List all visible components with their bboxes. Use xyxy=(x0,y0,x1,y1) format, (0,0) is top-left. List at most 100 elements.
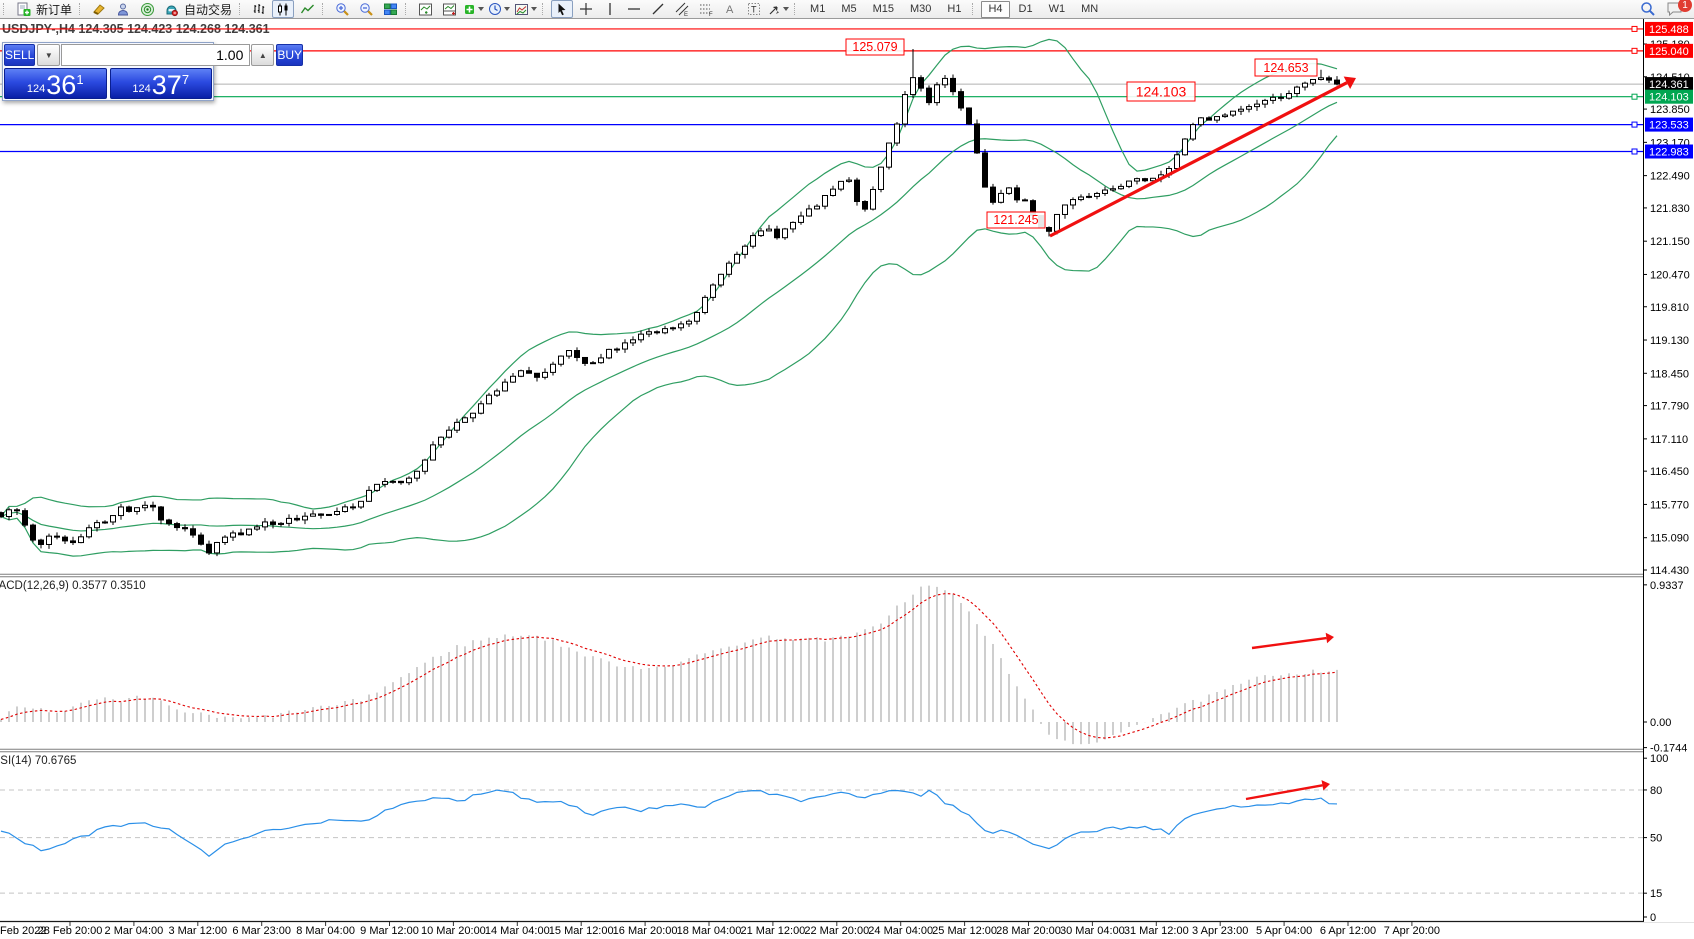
cursor-button[interactable] xyxy=(551,0,574,18)
sell-price-sup: 1 xyxy=(76,72,84,87)
templates-menu-button[interactable] xyxy=(513,0,538,18)
toolbar-grip xyxy=(405,3,410,15)
bar-chart-button[interactable] xyxy=(248,0,270,18)
volume-input[interactable] xyxy=(61,44,251,66)
zoom-in-icon xyxy=(335,2,349,16)
candlestick-chart-button[interactable] xyxy=(272,0,295,18)
time-axis-label: 15 Mar 12:00 xyxy=(549,925,614,937)
chevron-down-icon xyxy=(504,7,511,11)
notifications-button[interactable]: 1 xyxy=(1666,0,1692,17)
autotrade-button[interactable] xyxy=(160,0,182,18)
tile-windows-icon xyxy=(383,3,397,15)
rsi-scale-label: 80 xyxy=(1650,785,1662,797)
price-axis-label-box xyxy=(1645,144,1693,159)
toolbar-group-zoom xyxy=(330,0,402,18)
price-tick-label: 117.790 xyxy=(1650,401,1689,413)
timeframe-button-w1[interactable]: W1 xyxy=(1048,2,1066,15)
price-tick-label: 120.470 xyxy=(1650,269,1690,281)
timeframe-button-m5[interactable]: M5 xyxy=(841,2,857,15)
zoom-out-button[interactable] xyxy=(355,0,377,18)
text-label-button[interactable]: T xyxy=(743,0,765,18)
horizontal-line-icon xyxy=(628,8,641,10)
new-order-label[interactable]: 新订单 xyxy=(36,2,73,17)
toolbar-group-timeframes: M1 M5 M15 M30 H1 H4 D1 W1 MN xyxy=(802,0,1106,18)
trend-arrows[interactable] xyxy=(1049,76,1356,801)
timeframe-button-h1[interactable]: H1 xyxy=(947,2,962,15)
periods-menu-button[interactable] xyxy=(487,0,511,18)
timeframe-button-m15[interactable]: M15 xyxy=(872,2,894,15)
broom-button[interactable] xyxy=(88,0,110,18)
indicator-window-add-icon xyxy=(442,3,456,15)
sell-price-panel[interactable]: 124 36 1 xyxy=(4,68,107,99)
time-axis-label: 10 Mar 20:00 xyxy=(421,925,486,937)
autotrade-label[interactable]: 自动交易 xyxy=(184,2,233,17)
time-axis-label: 8 Mar 04:00 xyxy=(296,925,355,937)
text-button[interactable]: A xyxy=(719,0,741,18)
price-axis-label: 124.103 xyxy=(1649,92,1689,104)
indicator-window-add-button[interactable] xyxy=(438,0,460,18)
tile-windows-button[interactable] xyxy=(379,0,401,18)
zoom-in-button[interactable] xyxy=(331,0,353,18)
macd-label: MACD(12,26,9) 0.3577 0.3510 xyxy=(0,580,146,592)
toolbar-grip xyxy=(322,3,327,15)
equidistant-channel-button[interactable]: E xyxy=(671,0,693,18)
volume-increase-button[interactable]: ▲ xyxy=(251,44,275,66)
time-axis-label: 25 Mar 12:00 xyxy=(932,925,997,937)
rsi-scale-label: 100 xyxy=(1650,753,1668,765)
price-axis-label: 125.040 xyxy=(1649,46,1689,58)
price-annotations[interactable]: 125.079 124.103 124.653 121.245 xyxy=(845,38,1318,229)
add-indicator-menu-button[interactable] xyxy=(462,0,485,18)
rsi-panel[interactable] xyxy=(0,789,1643,894)
indicator-window-icon xyxy=(418,3,432,15)
line-chart-button[interactable] xyxy=(296,0,318,18)
horizontal-line-button[interactable] xyxy=(623,0,645,18)
timeframe-button-h4[interactable]: H4 xyxy=(981,0,1010,18)
annotation-text: 124.103 xyxy=(1136,84,1187,100)
rsi-label: RSI(14) 70.6765 xyxy=(0,755,76,767)
sell-price-big: 36 xyxy=(46,70,77,99)
toolbar-grip xyxy=(794,3,799,15)
signal-button[interactable] xyxy=(136,0,158,18)
panel-separators[interactable] xyxy=(0,18,1694,923)
indicator-window-button[interactable] xyxy=(414,0,436,18)
macd-panel[interactable] xyxy=(0,585,1338,745)
price-axis[interactable]: 125.180124.510123.850123.170122.490121.8… xyxy=(1643,18,1694,924)
macd-scale-label: 0.9337 xyxy=(1650,580,1684,592)
time-axis-label: Feb 2022 xyxy=(0,925,46,937)
time-axis-label: 16 Mar 20:00 xyxy=(613,925,678,937)
timeframe-button-d1[interactable]: D1 xyxy=(1018,2,1033,15)
arrows-icon xyxy=(769,5,780,14)
crosshair-button[interactable] xyxy=(575,0,597,18)
macd-scale-label: -0.1744 xyxy=(1650,743,1687,755)
timeframe-button-m30[interactable]: M30 xyxy=(910,2,932,15)
timeframe-button-mn[interactable]: MN xyxy=(1081,2,1099,15)
time-axis-label: 3 Mar 12:00 xyxy=(168,925,227,937)
time-axis-label: 7 Apr 20:00 xyxy=(1384,925,1440,937)
macd-scale-label: 0.00 xyxy=(1650,717,1671,729)
timeframe-button-m1[interactable]: M1 xyxy=(810,2,826,15)
time-axis-label: 3 Apr 23:00 xyxy=(1192,925,1248,937)
arrows-menu-button[interactable] xyxy=(767,0,790,18)
trendline-button[interactable] xyxy=(647,0,669,18)
candles-layer xyxy=(0,48,1340,557)
price-axis-label: 124.361 xyxy=(1649,79,1689,91)
search-icon[interactable] xyxy=(1640,1,1656,17)
crosshair-icon xyxy=(580,3,593,15)
vertical-line-button[interactable] xyxy=(599,0,621,18)
svg-text:A: A xyxy=(726,4,734,16)
broom-icon xyxy=(92,3,105,15)
fibonacci-button[interactable]: F xyxy=(695,0,717,18)
new-order-button[interactable] xyxy=(12,0,34,18)
time-axis-label: 24 Mar 04:00 xyxy=(868,925,933,937)
price-tick-label: 122.490 xyxy=(1650,171,1690,183)
sell-button[interactable]: SELL xyxy=(4,44,36,66)
toolbar-group-services: 自动交易 xyxy=(87,0,236,18)
volume-decrease-button[interactable]: ▼ xyxy=(37,44,61,66)
buy-button[interactable]: BUY xyxy=(276,44,304,66)
publisher-button[interactable] xyxy=(112,0,134,18)
time-axis-label: 28 Feb 20:00 xyxy=(38,925,103,937)
buy-price-panel[interactable]: 124 37 7 xyxy=(109,68,212,99)
